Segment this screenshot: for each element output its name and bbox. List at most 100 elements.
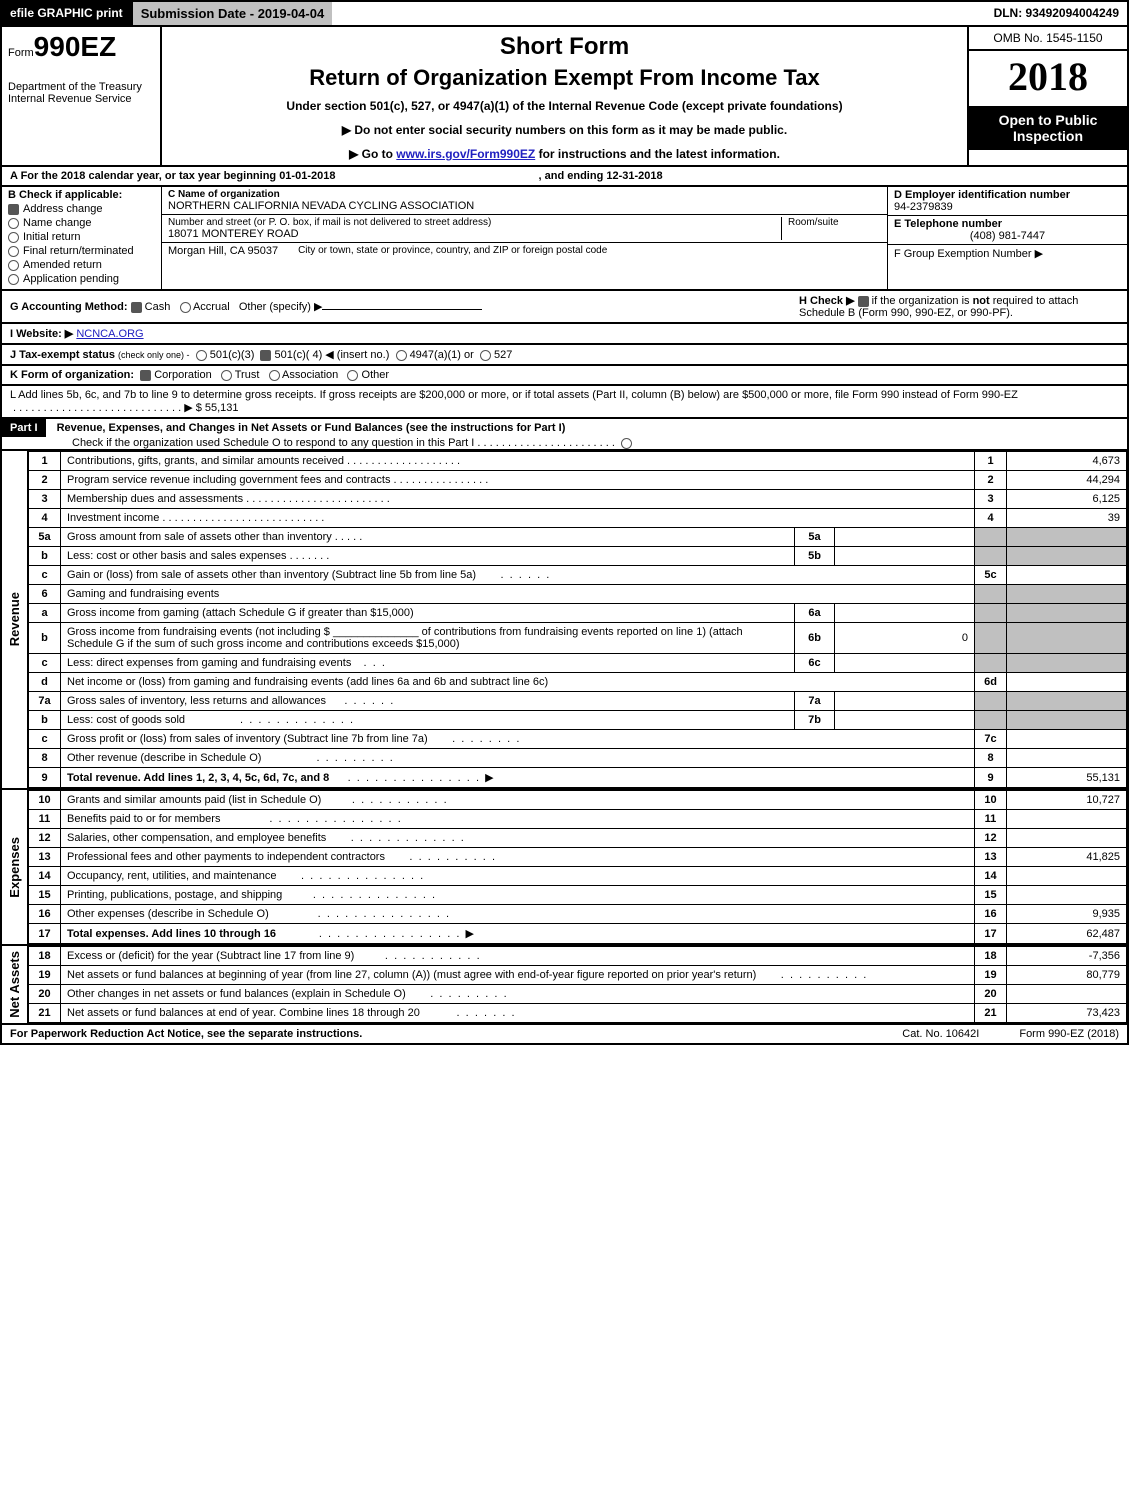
row-box: 8 [975, 749, 1007, 768]
row-amount [1007, 749, 1127, 768]
check-label: Initial return [23, 231, 80, 243]
row-label: Net assets or fund balances at beginning… [61, 966, 975, 985]
row-num: 19 [29, 966, 61, 985]
street-box: Number and street (or P. O. box, if mail… [162, 215, 887, 243]
check-amended-return[interactable]: Amended return [8, 259, 155, 271]
row-label: Gaming and fundraising events [61, 585, 975, 604]
table-row: 7aGross sales of inventory, less returns… [29, 692, 1127, 711]
room-suite: Room/suite [781, 217, 881, 240]
row-label: Contributions, gifts, grants, and simila… [61, 452, 975, 471]
table-row: 1Contributions, gifts, grants, and simil… [29, 452, 1127, 471]
efile-print-button[interactable]: efile GRAPHIC print [2, 2, 131, 25]
check-application-pending[interactable]: Application pending [8, 273, 155, 285]
expenses-vlabel: Expenses [7, 837, 22, 898]
f-label: F Group Exemption Number ▶ [894, 248, 1043, 260]
row-num: 6 [29, 585, 61, 604]
table-row: 10Grants and similar amounts paid (list … [29, 791, 1127, 810]
table-row: 18Excess or (deficit) for the year (Subt… [29, 947, 1127, 966]
shade-cell [975, 623, 1007, 654]
table-row: 3Membership dues and assessments . . . .… [29, 490, 1127, 509]
shade-cell [975, 528, 1007, 547]
row-amount: 41,825 [1007, 848, 1127, 867]
row-box: 5c [975, 566, 1007, 585]
c-label: C Name of organization [168, 189, 881, 200]
instr-ssn: ▶ Do not enter social security numbers o… [172, 123, 957, 137]
radio-icon[interactable] [221, 370, 232, 381]
c-name-box: C Name of organization NORTHERN CALIFORN… [162, 187, 887, 215]
row-label: Excess or (deficit) for the year (Subtra… [61, 947, 975, 966]
row-amount [1007, 985, 1127, 1004]
city-box: Morgan Hill, CA 95037 City or town, stat… [162, 243, 887, 259]
table-row: bLess: cost or other basis and sales exp… [29, 547, 1127, 566]
table-row: 6Gaming and fundraising events [29, 585, 1127, 604]
row-amount: 73,423 [1007, 1004, 1127, 1023]
netassets-table: 18Excess or (deficit) for the year (Subt… [28, 946, 1127, 1023]
row-label: Gross profit or (loss) from sales of inv… [61, 730, 975, 749]
radio-cash-icon[interactable] [131, 302, 142, 313]
inner-amt [835, 528, 975, 547]
irs-link[interactable]: www.irs.gov/Form990EZ [396, 147, 535, 161]
row-box: 19 [975, 966, 1007, 985]
row-box: 9 [975, 768, 1007, 788]
check-name-change[interactable]: Name change [8, 217, 155, 229]
row-label: Other revenue (describe in Schedule O) .… [61, 749, 975, 768]
footer-catno: Cat. No. 10642I [902, 1028, 979, 1040]
shade-cell [1007, 604, 1127, 623]
radio-icon[interactable] [480, 350, 491, 361]
h-label: H Check ▶ [799, 295, 855, 307]
i-label: I Website: ▶ [10, 328, 73, 340]
footer-left: For Paperwork Reduction Act Notice, see … [10, 1028, 362, 1040]
radio-icon[interactable] [269, 370, 280, 381]
ein-value: 94-2379839 [894, 201, 1121, 213]
row-label: Net income or (loss) from gaming and fun… [61, 673, 975, 692]
check-initial-return[interactable]: Initial return [8, 231, 155, 243]
row-label: Program service revenue including govern… [61, 471, 975, 490]
header-center: Short Form Return of Organization Exempt… [162, 27, 967, 165]
radio-accrual-icon[interactable] [180, 302, 191, 313]
row-amount [1007, 886, 1127, 905]
j-opt-0: 501(c)(3) [210, 349, 255, 361]
radio-icon[interactable] [347, 370, 358, 381]
row-num: 20 [29, 985, 61, 1004]
form-header: Form990EZ Department of the Treasury Int… [0, 27, 1129, 167]
radio-icon[interactable] [140, 370, 151, 381]
dln-label: DLN: 93492094004249 [986, 2, 1127, 25]
row-box: 6d [975, 673, 1007, 692]
inner-box: 6b [795, 623, 835, 654]
line-j: J Tax-exempt status (check only one) - 5… [0, 345, 1129, 366]
check-final-return[interactable]: Final return/terminated [8, 245, 155, 257]
row-box: 1 [975, 452, 1007, 471]
inner-amt [835, 604, 975, 623]
line-l: L Add lines 5b, 6c, and 7b to line 9 to … [0, 386, 1129, 419]
checkbox-icon [8, 232, 19, 243]
row-num: 7a [29, 692, 61, 711]
inner-box: 5b [795, 547, 835, 566]
check-address-change[interactable]: Address change [8, 203, 155, 215]
open-line1: Open to Public [999, 112, 1098, 128]
row-num: 1 [29, 452, 61, 471]
row-box: 18 [975, 947, 1007, 966]
row-amount [1007, 673, 1127, 692]
radio-icon[interactable] [196, 350, 207, 361]
k-opt-3: Other [362, 369, 390, 381]
b-label: B Check if applicable: [8, 189, 155, 201]
table-row: bGross income from fundraising events (n… [29, 623, 1127, 654]
line-i: I Website: ▶ NCNCA.ORG [0, 324, 1129, 345]
row-box: 13 [975, 848, 1007, 867]
row-num: c [29, 566, 61, 585]
h-checkbox-icon[interactable] [858, 296, 869, 307]
radio-icon[interactable] [260, 350, 271, 361]
table-row: bLess: cost of goods sold . . . . . . . … [29, 711, 1127, 730]
table-row: 8Other revenue (describe in Schedule O) … [29, 749, 1127, 768]
row-label: Benefits paid to or for members . . . . … [61, 810, 975, 829]
row-amount [1007, 829, 1127, 848]
table-row: 5aGross amount from sale of assets other… [29, 528, 1127, 547]
part1-checkbox-icon[interactable] [621, 438, 632, 449]
inner-amt [835, 711, 975, 730]
street-label: Number and street (or P. O. box, if mail… [168, 217, 781, 228]
radio-icon[interactable] [396, 350, 407, 361]
website-link[interactable]: NCNCA.ORG [76, 328, 143, 340]
submission-date: Submission Date - 2019-04-04 [131, 2, 333, 25]
shade-cell [975, 654, 1007, 673]
j-opt-3: 527 [494, 349, 512, 361]
